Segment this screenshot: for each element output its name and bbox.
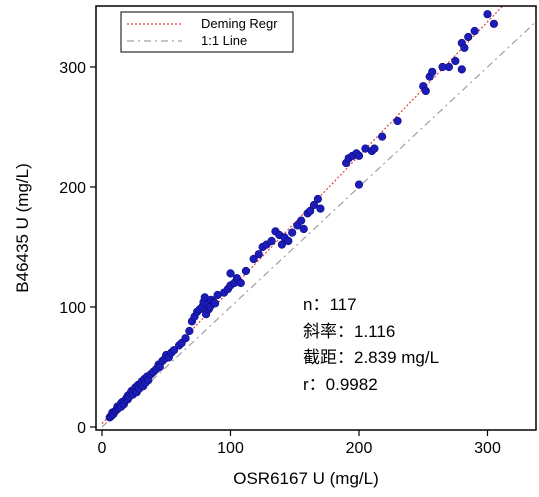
axis-ticks: 0 100 200 300 0 100 200 300 — [59, 60, 501, 457]
y-tick-label-100: 100 — [59, 300, 86, 317]
data-point-49 — [185, 326, 194, 336]
data-point-88 — [306, 206, 315, 216]
data-point-101 — [378, 132, 387, 141]
data-point-109 — [457, 65, 466, 74]
y-tick-label-300: 300 — [59, 60, 86, 77]
data-point-77 — [267, 236, 276, 246]
data-point-63 — [210, 299, 220, 308]
data-point-68 — [226, 269, 235, 278]
data-point-74 — [254, 250, 263, 259]
legend-label-identity: 1:1 Line — [201, 33, 247, 48]
data-point-112 — [483, 10, 492, 19]
data-point-97 — [354, 180, 364, 189]
y-tick-label-0: 0 — [77, 420, 86, 437]
data-point-80 — [277, 240, 287, 249]
data-point-91 — [316, 204, 325, 213]
data-point-110 — [460, 43, 469, 52]
legend-label-deming: Deming Regr — [201, 16, 278, 31]
data-point-113 — [489, 19, 499, 28]
data-point-45 — [169, 346, 179, 355]
data-point-107 — [451, 56, 460, 66]
data-point-116 — [393, 116, 402, 126]
x-axis-label: OSR6167 U (mg/L) — [233, 469, 379, 488]
stat-intercept: 截距：2.839 mg/L — [303, 348, 440, 367]
legend: Deming Regr 1:1 Line — [120, 11, 294, 53]
data-point-83 — [288, 228, 297, 237]
data-point-96 — [354, 151, 364, 160]
data-point-103 — [421, 86, 430, 96]
legend-box — [120, 11, 294, 53]
x-tick-label-0: 0 — [98, 440, 107, 457]
data-point-111 — [470, 26, 479, 36]
data-point-100 — [370, 144, 379, 153]
data-point-72 — [241, 266, 251, 276]
statistics-annotation: n：117 斜率：1.116 截距：2.839 mg/L r：0.9982 — [303, 292, 439, 398]
stat-slope: 斜率：1.116 — [303, 321, 396, 341]
data-point-115 — [438, 62, 447, 72]
x-tick-label-200: 200 — [346, 440, 373, 457]
x-tick-label-100: 100 — [217, 440, 244, 457]
data-point-85 — [297, 216, 306, 225]
x-tick-label-300: 300 — [474, 440, 501, 457]
plot-area — [101, 6, 536, 428]
data-point-73 — [249, 254, 258, 264]
data-point-105 — [428, 67, 437, 76]
data-point-114 — [464, 32, 473, 42]
y-tick-label-200: 200 — [59, 180, 86, 197]
deming-regression-line — [101, 6, 504, 425]
stat-r: r：0.9982 — [303, 374, 378, 394]
data-point-82 — [284, 236, 293, 246]
data-point-48 — [181, 334, 190, 343]
y-axis-label: B46435 U (mg/L) — [13, 163, 32, 292]
data-point-90 — [313, 194, 322, 204]
data-point-89 — [309, 200, 319, 210]
data-point-86 — [299, 224, 308, 234]
identity-line — [101, 20, 536, 428]
stat-n: n：117 — [303, 295, 357, 314]
plot-frame — [95, 5, 537, 431]
data-point-71 — [236, 278, 245, 288]
